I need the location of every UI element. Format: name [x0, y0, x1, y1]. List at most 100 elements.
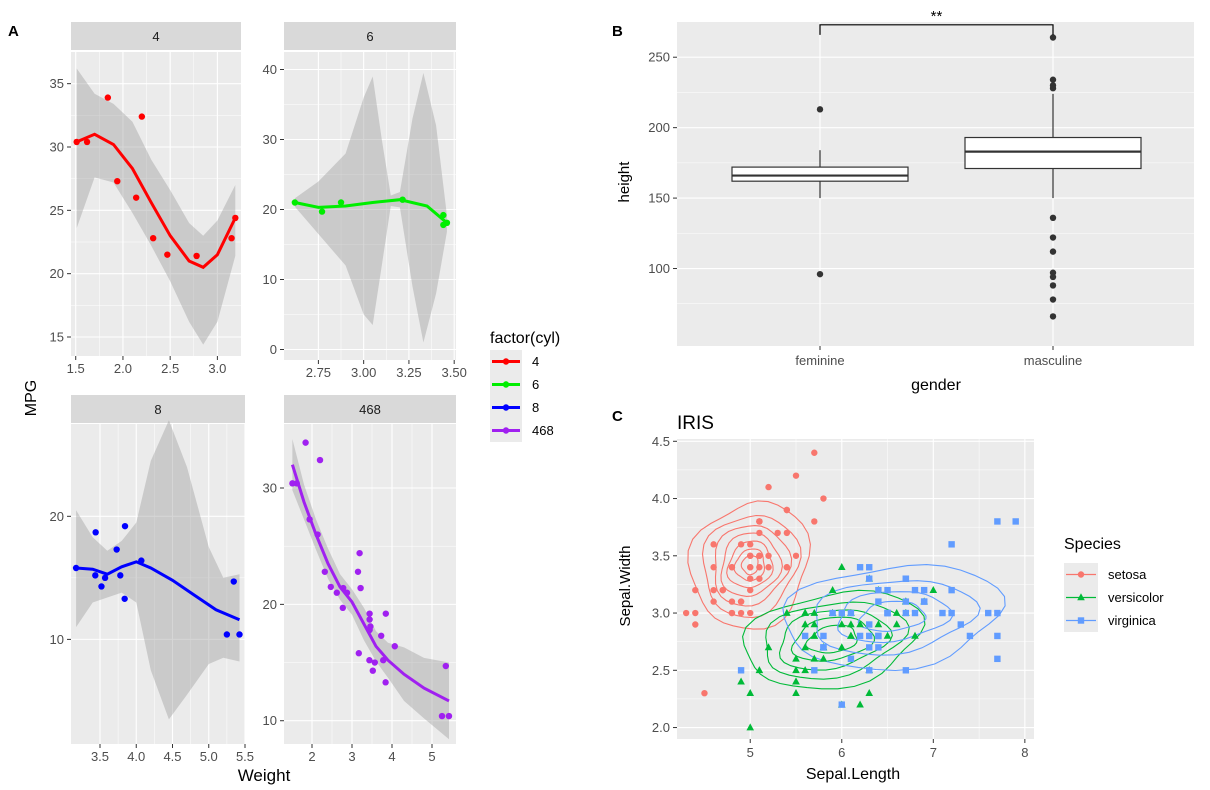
data-point	[856, 620, 864, 628]
significance-bracket	[819, 24, 1054, 35]
data-point	[801, 666, 809, 674]
y-tick-label: 2.0	[652, 720, 670, 735]
x-tick-label: 3	[348, 749, 355, 764]
facet-panel-4: 4 1.5 2.0 2.5 3.0 15 20 25 30 35	[50, 22, 241, 376]
data-point	[874, 620, 883, 628]
panel-c-legend: Species setosa versicolor virginica	[1064, 536, 1164, 632]
data-point	[104, 94, 112, 101]
data-point	[728, 598, 736, 605]
data-point	[902, 609, 910, 617]
outlier-point	[1049, 273, 1057, 281]
data-point	[994, 609, 1001, 617]
x-tick-label: 1.5	[67, 361, 85, 376]
data-point	[318, 208, 326, 215]
facet-strip-label: 468	[359, 402, 381, 417]
outlier-point	[1049, 214, 1057, 222]
y-tick-label: 100	[648, 261, 670, 276]
data-point	[445, 712, 453, 720]
data-point	[747, 609, 754, 617]
data-point	[710, 598, 717, 605]
y-tick-label: 20	[50, 266, 64, 281]
data-point	[828, 585, 837, 593]
data-point	[837, 563, 846, 571]
y-tick-label: 30	[263, 132, 277, 147]
plot-area	[677, 439, 1034, 739]
data-point	[138, 113, 146, 120]
data-point	[747, 564, 754, 571]
y-tick-label: 30	[263, 481, 277, 496]
panel-c-legend-title: Species	[1064, 536, 1121, 553]
density-contour-setosa	[714, 525, 793, 607]
x-tick-label: 5.0	[200, 749, 218, 764]
data-point	[113, 546, 120, 553]
outlier-point	[816, 270, 824, 278]
legend-label: 4	[532, 354, 539, 369]
y-tick-label: 10	[50, 632, 64, 647]
data-point	[692, 609, 699, 617]
data-point	[149, 235, 157, 242]
x-tick-label: feminine	[795, 353, 844, 368]
data-point	[875, 632, 882, 640]
x-tick-label: 7	[930, 745, 937, 760]
data-point	[746, 688, 755, 696]
panel-c-y-axis-label: Sepal.Width	[617, 546, 634, 627]
outlier-point	[1049, 85, 1057, 92]
facet-strip	[284, 22, 456, 50]
data-point	[792, 666, 800, 674]
data-point	[92, 572, 99, 579]
data-point	[948, 586, 955, 594]
confidence-band	[294, 73, 447, 343]
outlier-point	[1049, 76, 1057, 83]
panel-a-legend-title: factor(cyl)	[490, 330, 560, 347]
density-contour-setosa	[726, 540, 774, 589]
data-point	[710, 586, 717, 594]
legend-key-point	[1077, 571, 1085, 578]
data-point	[83, 138, 91, 146]
data-point	[783, 564, 791, 571]
legend-label: setosa	[1108, 567, 1147, 582]
data-point	[892, 620, 901, 628]
data-point	[792, 677, 800, 685]
outlier-point	[1049, 313, 1057, 320]
y-tick-label: 30	[50, 140, 64, 155]
facet-panel-468: 468 2 3 4 5 10 20 30	[263, 395, 456, 764]
confidence-band	[76, 420, 240, 720]
y-tick-label: 4.5	[652, 434, 670, 449]
data-point	[820, 495, 827, 502]
panel-a-y-axis-label: MPG	[23, 380, 40, 416]
data-point	[366, 657, 373, 664]
y-tick-label: 20	[50, 509, 64, 524]
outlier-point	[1049, 234, 1057, 241]
data-point	[747, 552, 754, 559]
data-point	[856, 564, 864, 571]
data-point	[366, 616, 373, 623]
data-point	[710, 541, 717, 548]
data-point	[737, 609, 745, 617]
boxplot-masculine	[964, 34, 1142, 320]
data-point	[939, 609, 946, 617]
data-point	[132, 194, 140, 201]
data-point	[883, 631, 892, 639]
data-point	[948, 609, 955, 617]
data-point	[747, 575, 754, 582]
data-point	[810, 631, 819, 639]
y-tick-label: 2.5	[652, 663, 670, 678]
data-point	[920, 598, 928, 605]
data-point	[929, 585, 938, 593]
data-point	[856, 700, 864, 708]
outlier-point	[1049, 248, 1057, 255]
data-point	[366, 610, 373, 617]
data-point	[902, 667, 910, 674]
data-point	[810, 620, 819, 628]
iqr-box	[964, 136, 1142, 170]
data-point	[902, 575, 910, 582]
x-tick-label: 6	[838, 745, 845, 760]
data-point	[866, 564, 873, 571]
data-point	[856, 632, 864, 640]
data-point	[228, 235, 235, 242]
data-point	[811, 667, 818, 674]
panel-b-x-axis-label: gender	[911, 377, 961, 394]
data-point	[966, 632, 974, 640]
y-tick-label: 3.0	[652, 606, 670, 621]
